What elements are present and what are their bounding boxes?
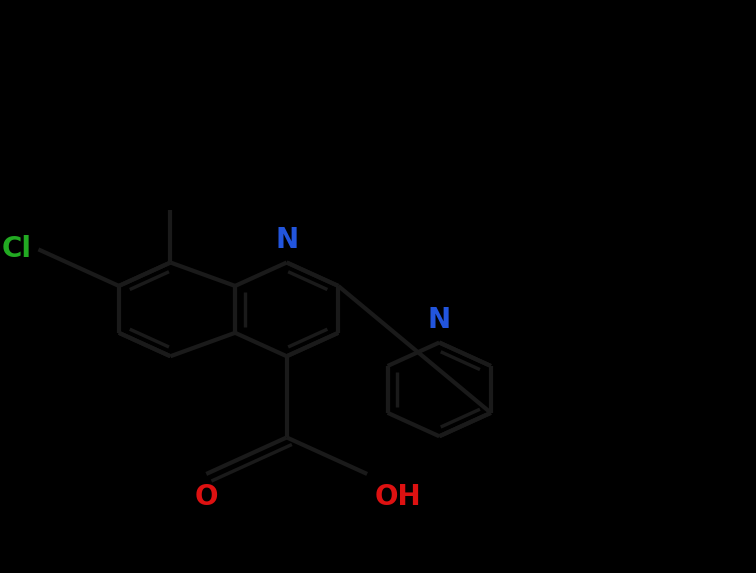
Text: O: O bbox=[194, 482, 218, 511]
Text: Cl: Cl bbox=[2, 236, 31, 264]
Text: N: N bbox=[428, 306, 451, 334]
Text: OH: OH bbox=[374, 482, 421, 511]
Text: N: N bbox=[275, 226, 299, 254]
